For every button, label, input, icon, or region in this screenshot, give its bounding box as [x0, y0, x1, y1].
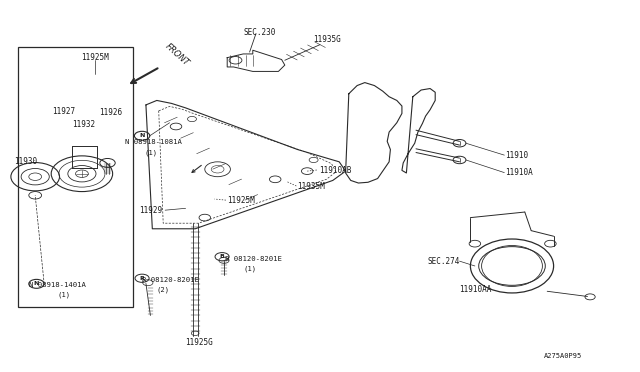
Text: 11930: 11930 — [14, 157, 37, 166]
Text: SEC.274: SEC.274 — [428, 257, 460, 266]
Text: (1): (1) — [58, 291, 71, 298]
FancyBboxPatch shape — [18, 46, 133, 307]
Text: 11910A: 11910A — [506, 169, 533, 177]
Text: 11926: 11926 — [99, 108, 122, 117]
Text: 11935M: 11935M — [298, 182, 325, 190]
Text: FRONT: FRONT — [163, 42, 191, 68]
Text: R: R — [140, 276, 145, 281]
Text: (1): (1) — [144, 149, 157, 156]
Text: B 08120-8201E: B 08120-8201E — [225, 256, 282, 262]
Text: 11910AA: 11910AA — [460, 285, 492, 294]
Text: (1): (1) — [243, 265, 257, 272]
Text: N 08918-1081A: N 08918-1081A — [125, 139, 182, 145]
Text: 11932: 11932 — [72, 120, 95, 129]
Text: SEC.230: SEC.230 — [243, 28, 276, 37]
Text: 11929: 11929 — [140, 206, 163, 215]
Text: 11925G: 11925G — [186, 339, 213, 347]
Text: 11927: 11927 — [52, 107, 76, 116]
Text: 11910AB: 11910AB — [319, 166, 351, 174]
Text: N: N — [34, 281, 39, 286]
Text: R 08120-8201E: R 08120-8201E — [142, 277, 199, 283]
Text: N: N — [140, 133, 145, 138]
Text: B: B — [220, 254, 225, 259]
Text: 11935G: 11935G — [314, 35, 341, 44]
Text: 11925M: 11925M — [227, 196, 255, 205]
Text: 11910: 11910 — [506, 151, 529, 160]
Text: A275A0P95: A275A0P95 — [544, 353, 582, 359]
Text: (2): (2) — [157, 287, 170, 294]
Text: 11925M: 11925M — [81, 53, 109, 62]
Text: N 08918-1401A: N 08918-1401A — [29, 282, 86, 288]
